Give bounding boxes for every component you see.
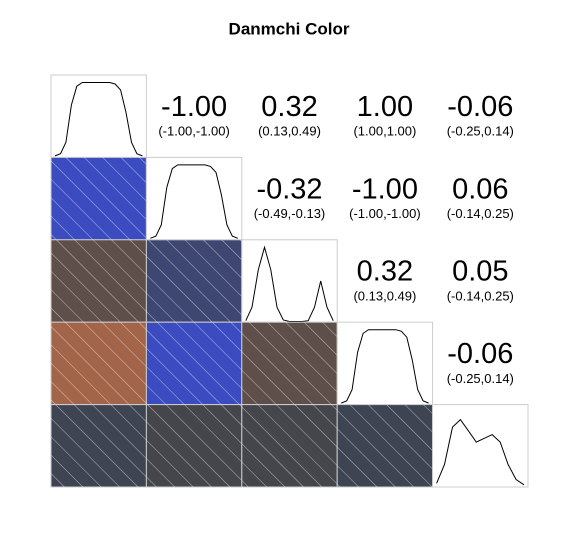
hatch	[337, 404, 433, 487]
ci-label: (1.00,1.00)	[353, 124, 416, 139]
ci-label: (-1.00,-1.00)	[349, 206, 421, 221]
ci-label: (0.13,0.49)	[258, 124, 321, 139]
hatch	[146, 404, 242, 487]
ci-label: (-0.49,-0.13)	[254, 206, 326, 221]
density-curve	[54, 82, 143, 157]
correlation-label: -0.32	[256, 173, 322, 205]
ci-label: (0.13,0.49)	[353, 288, 416, 303]
correlation-label: -0.06	[447, 338, 513, 370]
hatch	[51, 157, 147, 240]
hatch	[51, 239, 147, 323]
density-panel	[336, 321, 434, 406]
density-curve	[341, 329, 429, 404]
correlation-label: -1.00	[161, 91, 227, 123]
ci-label: (-0.25,0.14)	[447, 371, 514, 386]
density-panel	[145, 156, 243, 241]
correlation-label: -1.00	[352, 173, 418, 205]
density-panel	[50, 74, 147, 158]
density-curve	[245, 245, 334, 322]
correlation-label: 0.32	[261, 91, 317, 123]
ci-label: (-0.25,0.14)	[447, 124, 514, 139]
correlation-label: -0.06	[447, 91, 513, 123]
ci-label: (-0.14,0.25)	[447, 206, 514, 221]
hatch	[51, 404, 147, 487]
ci-label: (-0.14,0.25)	[447, 288, 514, 303]
hatch	[241, 404, 338, 487]
correlation-label: 0.05	[452, 256, 508, 288]
ci-label: (-1.00,-1.00)	[158, 124, 230, 139]
correlation-label: 0.06	[452, 173, 508, 205]
hatch	[241, 322, 338, 405]
correlation-label: 0.32	[357, 256, 413, 288]
hatch	[51, 322, 147, 405]
hatch	[146, 322, 242, 405]
density-panel	[241, 239, 338, 323]
chart-title: Danmchi Color	[229, 19, 350, 38]
hatch	[146, 239, 242, 323]
density-curve	[436, 418, 525, 486]
density-curve	[150, 164, 238, 239]
correlation-label: 1.00	[357, 91, 413, 123]
